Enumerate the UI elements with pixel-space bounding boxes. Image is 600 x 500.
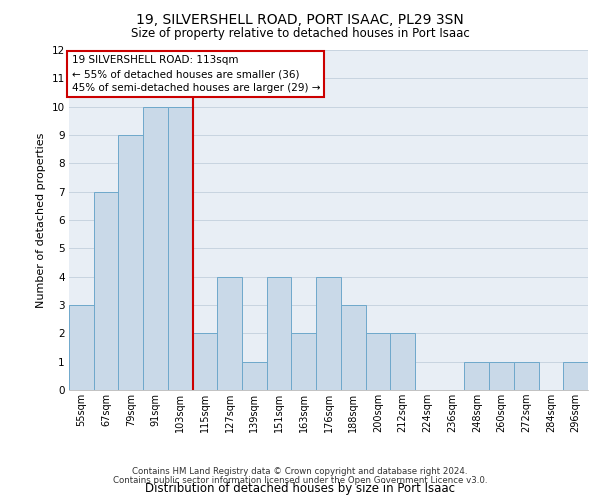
Bar xyxy=(242,362,267,390)
Bar xyxy=(118,135,143,390)
Bar xyxy=(193,334,217,390)
Bar xyxy=(267,276,292,390)
Text: Size of property relative to detached houses in Port Isaac: Size of property relative to detached ho… xyxy=(131,28,469,40)
Text: Contains HM Land Registry data © Crown copyright and database right 2024.: Contains HM Land Registry data © Crown c… xyxy=(132,467,468,476)
Bar xyxy=(217,276,242,390)
Text: 19, SILVERSHELL ROAD, PORT ISAAC, PL29 3SN: 19, SILVERSHELL ROAD, PORT ISAAC, PL29 3… xyxy=(136,12,464,26)
Bar xyxy=(292,334,316,390)
Bar xyxy=(365,334,390,390)
Bar xyxy=(69,305,94,390)
Bar xyxy=(464,362,489,390)
Text: 19 SILVERSHELL ROAD: 113sqm
← 55% of detached houses are smaller (36)
45% of sem: 19 SILVERSHELL ROAD: 113sqm ← 55% of det… xyxy=(71,55,320,93)
Text: Distribution of detached houses by size in Port Isaac: Distribution of detached houses by size … xyxy=(145,482,455,495)
Bar xyxy=(143,106,168,390)
Bar xyxy=(316,276,341,390)
Bar xyxy=(94,192,118,390)
Bar xyxy=(514,362,539,390)
Bar xyxy=(341,305,365,390)
Text: Contains public sector information licensed under the Open Government Licence v3: Contains public sector information licen… xyxy=(113,476,487,485)
Bar xyxy=(390,334,415,390)
Bar xyxy=(168,106,193,390)
Bar xyxy=(563,362,588,390)
Bar xyxy=(489,362,514,390)
Y-axis label: Number of detached properties: Number of detached properties xyxy=(36,132,46,308)
